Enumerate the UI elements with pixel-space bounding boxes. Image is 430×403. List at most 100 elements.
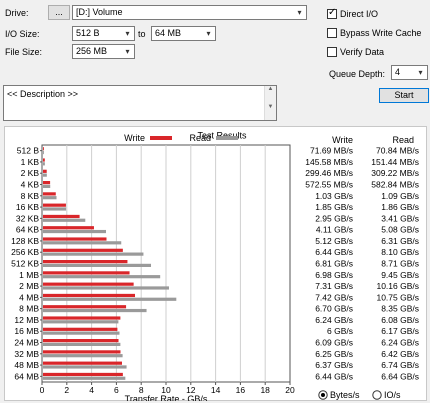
scroll-up-icon: ▲ [267,86,274,92]
read-value: 10.75 GB/s [376,292,419,302]
read-column-header: Read [392,135,414,145]
read-value: 8.35 GB/s [381,304,419,314]
bytes-per-sec-label: Bytes/s [330,390,360,400]
read-value: 6.08 GB/s [381,315,419,325]
read-value: 5.08 GB/s [381,225,419,235]
read-value: 1.09 GB/s [381,191,419,201]
category-label: 16 MB [14,326,39,336]
io-size-from-select[interactable]: 512 B ▾ [72,26,135,41]
read-bar [43,150,44,155]
read-bar [43,376,126,380]
description-field[interactable]: << Description >> ▲ ▼ [3,85,277,121]
legend-read-label: Read [189,133,211,143]
write-value: 6.98 GB/s [315,270,353,280]
write-value: 145.58 MB/s [305,157,353,167]
category-label: 64 MB [14,371,39,381]
write-bar [43,248,123,252]
start-button[interactable]: Start [379,88,429,103]
io-per-sec-radio[interactable] [372,390,382,400]
scroll-down-icon: ▼ [267,104,274,110]
chevron-down-icon: ▾ [418,68,423,77]
read-value: 151.44 MB/s [371,157,419,167]
write-value: 6 GB/s [327,326,353,336]
x-tick-label: 2 [64,385,69,395]
read-value: 9.45 GB/s [381,270,419,280]
bypass-write-cache-checkbox[interactable] [327,28,337,38]
read-value: 8.71 GB/s [381,259,419,269]
queue-depth-select[interactable]: 4 ▾ [391,65,428,80]
read-bar [43,297,177,301]
radio-selected-dot [321,393,325,397]
category-label: 1 KB [21,157,40,167]
io-size-label: I/O Size: [5,29,40,39]
write-bar [43,350,121,354]
read-bar [43,275,161,279]
read-bar [43,184,51,188]
category-label: 32 MB [14,349,39,359]
write-bar [43,339,119,343]
read-value: 3.41 GB/s [381,213,419,223]
x-tick-label: 6 [114,385,119,395]
write-value: 7.42 GB/s [315,292,353,302]
chevron-down-icon: ▾ [297,8,302,17]
write-bar [43,361,122,365]
category-label: 4 MB [19,292,39,302]
read-value: 309.22 MB/s [371,168,419,178]
write-value: 6.37 GB/s [315,360,353,370]
drive-select[interactable]: [D:] Volume ▾ [72,5,307,20]
file-size-label: File Size: [5,47,43,57]
write-value: 6.24 GB/s [315,315,353,325]
legend-write-label: Write [124,133,145,143]
bypass-write-cache-label: Bypass Write Cache [340,28,422,38]
results-chart: Test Results Write Read 0 2 4 6 8 10 12 14 16 18 20 Tr… [11,130,419,401]
x-tick-label: 8 [139,385,144,395]
read-bar [43,162,45,166]
category-label: 512 B [17,146,40,156]
write-value: 572.55 MB/s [305,180,353,190]
category-label: 12 MB [14,315,39,325]
read-bar [43,218,86,222]
write-value: 4.11 GB/s [316,225,353,235]
write-bar [43,226,94,230]
write-bar [43,271,130,275]
write-value: 6.25 GB/s [315,349,353,359]
read-value: 582.84 MB/s [371,180,419,190]
x-tick-label: 10 [161,385,171,395]
write-bar [43,181,51,185]
read-value: 6.42 GB/s [381,349,419,359]
queue-depth-value: 4 [395,67,401,77]
write-bar [43,169,47,173]
write-bar [43,260,128,264]
description-scrollbar[interactable]: ▲ ▼ [264,86,276,120]
read-value: 6.24 GB/s [381,338,419,348]
write-value: 2.95 GB/s [315,213,353,223]
io-size-to-select[interactable]: 64 MB ▾ [151,26,216,41]
direct-io-checkbox[interactable] [327,7,337,19]
write-value: 6.81 GB/s [315,259,353,269]
category-label: 512 KB [11,259,39,269]
read-value: 6.74 GB/s [381,360,419,370]
read-value: 8.10 GB/s [381,247,419,257]
x-tick-label: 14 [211,385,221,395]
category-label: 4 KB [21,180,40,190]
write-bar [43,237,107,241]
x-tick-label: 12 [186,385,196,395]
read-value: 6.31 GB/s [381,236,419,246]
read-bar [43,320,119,324]
category-label: 48 MB [14,360,39,370]
verify-data-checkbox[interactable] [327,47,337,57]
write-value: 5.12 GB/s [315,236,353,246]
read-bar [43,252,144,256]
write-bar [43,293,136,298]
read-value: 6.17 GB/s [381,326,419,336]
write-bar [43,316,121,320]
browse-button[interactable]: ... [48,5,70,20]
category-label: 128 KB [11,236,39,246]
read-value: 70.84 MB/s [376,146,419,156]
write-bar [43,192,56,196]
read-bar [43,354,123,358]
file-size-select[interactable]: 256 MB ▾ [72,44,135,59]
chevron-down-icon: ▾ [206,29,211,38]
io-size-to-value: 64 MB [155,28,182,38]
chevron-down-icon: ▾ [125,29,130,38]
